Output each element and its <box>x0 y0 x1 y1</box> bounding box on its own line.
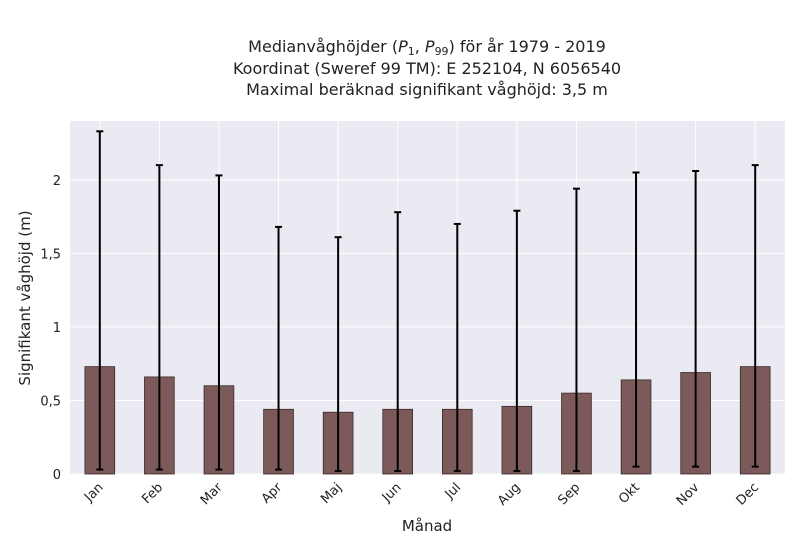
title-p99-sub: 99 <box>435 45 449 58</box>
x-axis-label: Månad <box>402 517 452 535</box>
error-bars <box>96 130 759 473</box>
chart-title: Medianvåghöjder (P1, P99) för år 1979 - … <box>233 37 621 99</box>
title-line-2: Koordinat (Sweref 99 TM): E 252104, N 60… <box>233 59 621 78</box>
y-axis-label: Signifikant våghöjd (m) <box>16 210 34 385</box>
y-tick-label: 1,5 <box>40 247 61 262</box>
x-tick-label: Jan <box>81 480 106 505</box>
x-tick-label: Nov <box>674 480 703 509</box>
x-tick-label: Jul <box>442 480 464 502</box>
y-tick-label: 1 <box>53 321 61 336</box>
title-p1: P <box>398 37 408 56</box>
y-tick-labels: 0 0,5 1 1,5 2 <box>40 174 61 483</box>
x-tick-label: Mar <box>198 480 226 508</box>
x-tick-label: Feb <box>139 480 166 507</box>
title-comma: , <box>415 37 425 56</box>
x-tick-labels: Jan Feb Mar Apr Maj Jun Jul Aug Sep Okt Nov Dec <box>81 480 762 509</box>
y-tick-label: 2 <box>53 174 61 189</box>
title-suffix: ) för år 1979 - 2019 <box>449 37 606 56</box>
y-tick-label: 0,5 <box>40 394 61 409</box>
title-p1-sub: 1 <box>408 45 415 58</box>
y-tick-label: 0 <box>53 468 61 483</box>
x-tick-label: Maj <box>318 480 345 507</box>
x-tick-label: Aug <box>495 480 524 509</box>
x-tick-label: Apr <box>259 480 286 507</box>
x-tick-label: Okt <box>616 480 643 507</box>
title-line-1: Medianvåghöjder (P1, P99) för år 1979 - … <box>248 37 606 58</box>
x-tick-label: Dec <box>734 480 762 508</box>
x-tick-label: Jun <box>379 480 405 506</box>
plot-area <box>70 121 785 474</box>
x-tick-label: Sep <box>555 480 583 508</box>
title-line-3: Maximal beräknad signifikant våghöjd: 3,… <box>246 80 608 99</box>
title-prefix: Medianvåghöjder ( <box>248 37 398 56</box>
title-p99: P <box>425 37 435 56</box>
